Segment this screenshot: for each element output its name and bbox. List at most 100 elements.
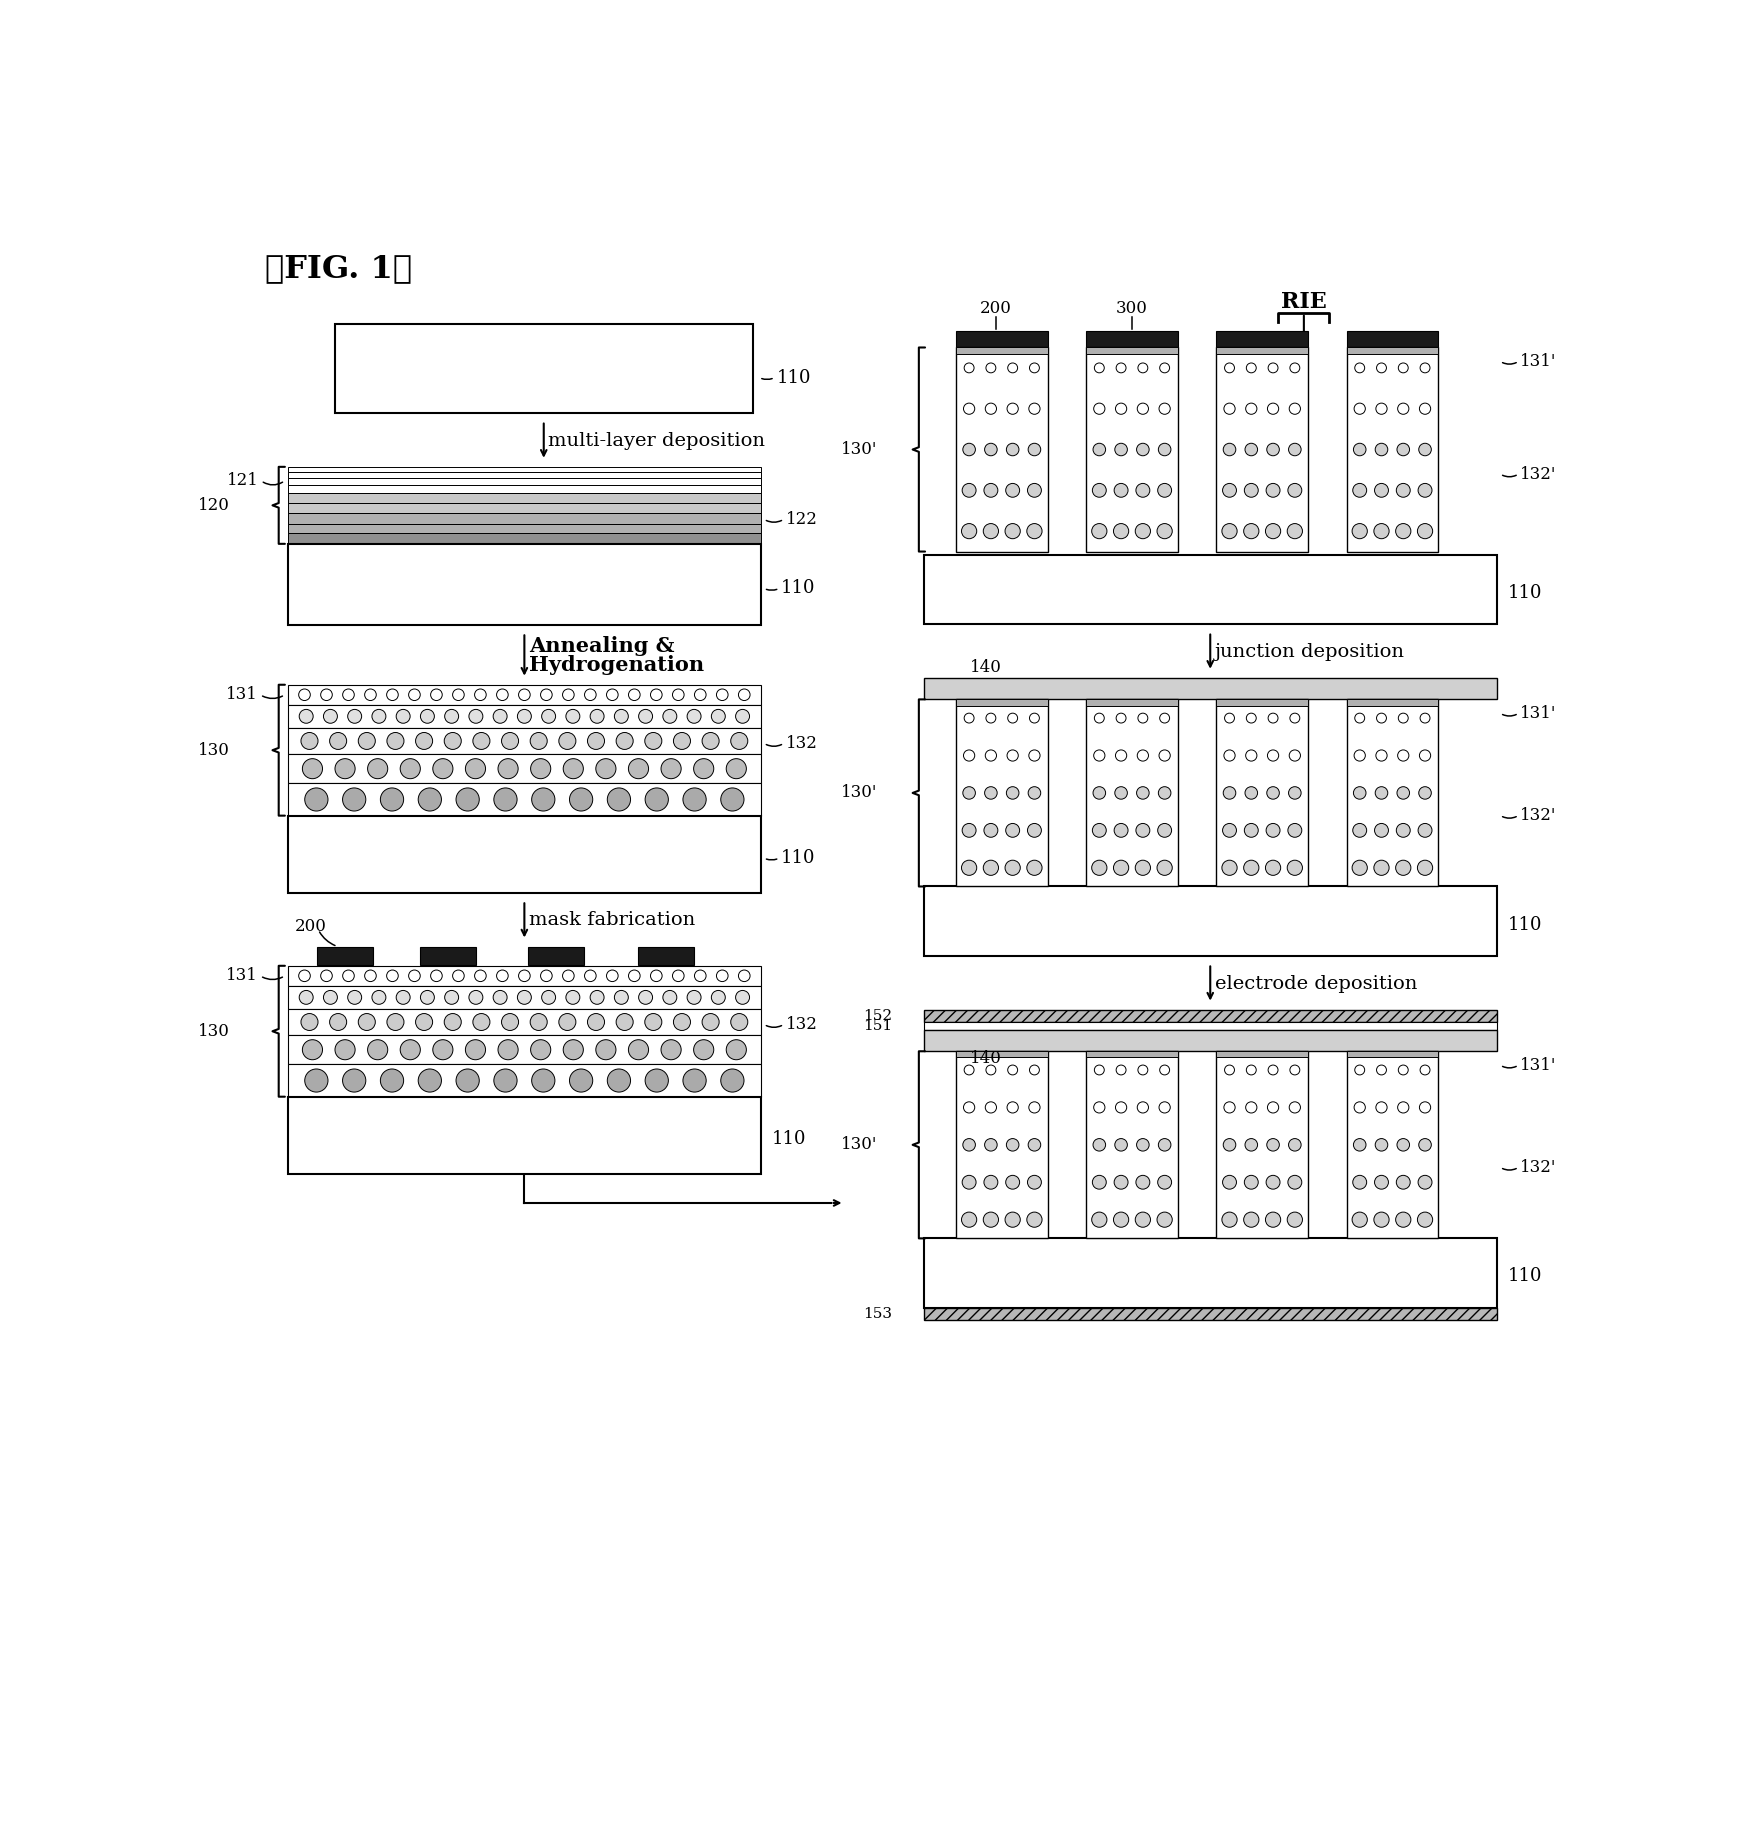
Circle shape (1353, 1139, 1365, 1152)
Circle shape (1158, 823, 1172, 838)
Text: 130: 130 (197, 1023, 230, 1040)
Circle shape (735, 709, 749, 724)
Circle shape (562, 970, 574, 981)
Circle shape (985, 786, 997, 799)
Circle shape (1397, 1139, 1409, 1152)
Circle shape (473, 1014, 491, 1031)
Circle shape (1351, 524, 1367, 538)
Circle shape (985, 483, 999, 498)
Circle shape (321, 970, 332, 981)
Circle shape (531, 759, 550, 779)
Circle shape (1030, 713, 1039, 724)
Circle shape (590, 990, 604, 1005)
Circle shape (306, 1069, 328, 1091)
Circle shape (1289, 1176, 1303, 1189)
Circle shape (1222, 483, 1236, 498)
Circle shape (1007, 749, 1018, 761)
Circle shape (1355, 1102, 1365, 1113)
Circle shape (492, 709, 506, 724)
Circle shape (1243, 860, 1259, 876)
Circle shape (365, 970, 377, 981)
Circle shape (1093, 1139, 1105, 1152)
Circle shape (1006, 823, 1020, 838)
Circle shape (433, 759, 452, 779)
Circle shape (1006, 1139, 1020, 1152)
Circle shape (533, 1069, 555, 1091)
Circle shape (492, 990, 506, 1005)
Circle shape (985, 402, 997, 415)
Circle shape (1138, 713, 1147, 724)
Circle shape (416, 1014, 433, 1031)
Circle shape (1376, 749, 1386, 761)
Circle shape (433, 1040, 452, 1060)
Circle shape (470, 709, 484, 724)
Circle shape (651, 970, 662, 981)
Circle shape (1114, 786, 1128, 799)
Circle shape (1399, 364, 1409, 373)
Circle shape (985, 1102, 997, 1113)
Bar (1346, 700, 1439, 887)
Circle shape (674, 1014, 690, 1031)
Circle shape (1245, 483, 1259, 498)
Circle shape (1158, 860, 1172, 876)
Circle shape (1247, 364, 1255, 373)
Circle shape (1243, 1212, 1259, 1227)
Circle shape (1158, 483, 1172, 498)
Text: 130: 130 (197, 742, 230, 759)
Circle shape (1245, 443, 1257, 456)
Circle shape (739, 689, 751, 700)
Circle shape (496, 689, 508, 700)
Circle shape (1135, 1212, 1151, 1227)
Circle shape (443, 733, 461, 749)
Circle shape (1114, 443, 1128, 456)
Circle shape (419, 1069, 442, 1091)
Text: 131': 131' (1521, 1056, 1557, 1073)
Bar (288, 478, 761, 485)
Circle shape (983, 524, 999, 538)
Circle shape (695, 970, 705, 981)
Circle shape (590, 709, 604, 724)
Circle shape (629, 1040, 648, 1060)
Circle shape (662, 1040, 681, 1060)
Circle shape (1268, 443, 1280, 456)
Circle shape (1006, 786, 1020, 799)
Bar (957, 700, 1048, 887)
Circle shape (1028, 786, 1041, 799)
Circle shape (644, 788, 669, 810)
Circle shape (1137, 1139, 1149, 1152)
Circle shape (1289, 402, 1301, 415)
Circle shape (1027, 1176, 1041, 1189)
Circle shape (396, 990, 410, 1005)
Text: 110: 110 (1509, 1268, 1542, 1286)
Circle shape (1027, 483, 1041, 498)
Circle shape (1116, 713, 1126, 724)
Bar (288, 986, 761, 1009)
Circle shape (1028, 443, 1041, 456)
Circle shape (1419, 402, 1430, 415)
Circle shape (1093, 1176, 1107, 1189)
Circle shape (1224, 749, 1234, 761)
Circle shape (663, 709, 677, 724)
Circle shape (629, 759, 648, 779)
Circle shape (1353, 483, 1367, 498)
Bar (924, 555, 1496, 625)
Circle shape (983, 1212, 999, 1227)
Circle shape (541, 990, 555, 1005)
Circle shape (342, 970, 354, 981)
Circle shape (541, 689, 552, 700)
Circle shape (983, 860, 999, 876)
Circle shape (726, 759, 746, 779)
Circle shape (1268, 713, 1278, 724)
Circle shape (1289, 483, 1303, 498)
Circle shape (1135, 860, 1151, 876)
Circle shape (531, 1014, 546, 1031)
Circle shape (1376, 1065, 1386, 1075)
Circle shape (964, 749, 974, 761)
Circle shape (985, 443, 997, 456)
Circle shape (1137, 402, 1149, 415)
Circle shape (1245, 749, 1257, 761)
Circle shape (299, 689, 311, 700)
Circle shape (1418, 1212, 1433, 1227)
Bar (288, 705, 761, 727)
Circle shape (531, 733, 546, 749)
